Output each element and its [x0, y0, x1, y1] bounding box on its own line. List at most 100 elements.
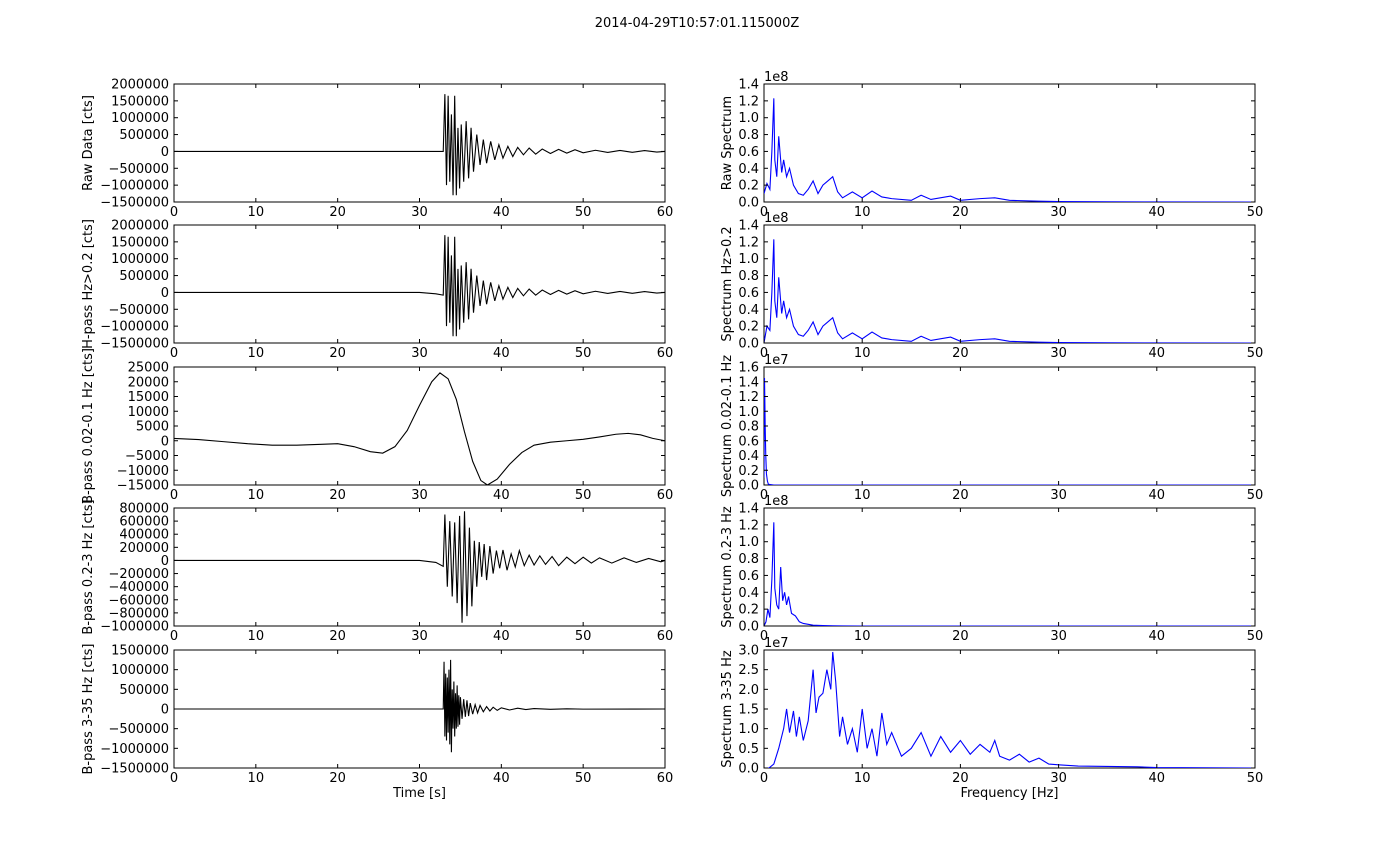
- y-tick-label: 0.8: [738, 128, 759, 143]
- x-tick-label: 30: [1050, 629, 1067, 644]
- y-tick-label: −600000: [108, 593, 169, 608]
- y-tick-label: 0.8: [738, 269, 759, 284]
- y-tick-label: 0.0: [738, 620, 759, 635]
- y-tick-label: 1.0: [738, 405, 759, 420]
- axes-layer: 0 10 20 30 40 50 60−1500000−1000000−5000000500…: [81, 70, 1263, 801]
- axes-frame: [763, 224, 1256, 344]
- y-tick-label: 0.0: [738, 196, 759, 211]
- x-tick-label: 50: [1247, 346, 1264, 361]
- y-tick-label: −1000000: [100, 320, 169, 335]
- x-axis-label: Frequency [Hz]: [960, 786, 1058, 801]
- y-tick-label: 1.2: [738, 518, 759, 533]
- y-tick-label: 2.0: [738, 683, 759, 698]
- y-tick-label: 1.0: [738, 535, 759, 550]
- x-tick-label: 40: [493, 205, 510, 220]
- y-axis-label: B-pass 3-35 Hz [cts]: [81, 643, 96, 774]
- axes-frame: [173, 83, 666, 203]
- x-tick-label: 50: [1247, 205, 1264, 220]
- series-line: [174, 372, 665, 485]
- x-tick-label: 40: [493, 771, 510, 786]
- y-tick-label: 1.4: [738, 502, 759, 517]
- x-tick-label: 40: [1149, 629, 1166, 644]
- x-tick-label: 20: [952, 205, 969, 220]
- y-tick-label: 600000: [119, 515, 169, 530]
- y-tick-label: −500000: [108, 722, 169, 737]
- y-tick-label: 1000000: [111, 252, 169, 267]
- y-tick-label: 0.6: [738, 286, 759, 301]
- y-tick-label: 1.5: [738, 703, 759, 718]
- x-tick-label: 10: [854, 346, 871, 361]
- series-line: [174, 94, 665, 196]
- series-line: [764, 98, 1255, 202]
- y-tick-label: −800000: [108, 606, 169, 621]
- x-tick-label: 50: [575, 346, 592, 361]
- x-tick-label: 20: [952, 629, 969, 644]
- series-line: [764, 378, 1255, 485]
- y-tick-label: 2000000: [111, 78, 169, 93]
- y-axis-label: Spectrum 0.2-3 Hz: [720, 506, 735, 628]
- y-offset-exponent: 1e7: [764, 353, 789, 368]
- axes-frame: [763, 366, 1256, 486]
- subplot-time-3: 0 10 20 30 40 50 60 −1000000−800000−600000−4000…: [81, 499, 673, 644]
- y-tick-label: 1500000: [111, 644, 169, 659]
- y-tick-label: 1.4: [738, 78, 759, 93]
- y-axis-label: Raw Spectrum: [720, 96, 735, 190]
- y-tick-label: 0.4: [738, 162, 759, 177]
- y-tick-label: 500000: [119, 128, 169, 143]
- series-line: [764, 651, 1255, 768]
- y-tick-label: 500000: [119, 683, 169, 698]
- x-tick-label: 0: [760, 771, 768, 786]
- y-offset-exponent: 1e8: [764, 70, 789, 85]
- subplot-time-4: 0 10 20 30 40 50 60 −1500000 −1000000 −500000 0 500…: [81, 643, 673, 801]
- y-axis-label: H-pass Hz>0.2 [cts]: [81, 219, 96, 349]
- x-tick-label: 20: [329, 205, 346, 220]
- y-tick-label: 1.0: [738, 111, 759, 126]
- x-tick-label: 60: [657, 488, 674, 503]
- y-axis-label: Spectrum 0.02-0.1 Hz: [720, 355, 735, 497]
- y-tick-label: 0: [161, 703, 169, 718]
- y-tick-label: 0.0: [738, 762, 759, 777]
- y-tick-label: 0.8: [738, 420, 759, 435]
- y-tick-label: 0.8: [738, 552, 759, 567]
- x-tick-label: 20: [329, 629, 346, 644]
- y-tick-label: −400000: [108, 580, 169, 595]
- x-tick-label: 30: [1050, 771, 1067, 786]
- axes-frame: [763, 83, 1256, 203]
- y-tick-label: −5000: [125, 449, 169, 464]
- x-tick-label: 0: [170, 205, 178, 220]
- y-tick-label: 20000: [128, 375, 169, 390]
- series-line: [174, 511, 665, 623]
- x-tick-label: 10: [248, 346, 265, 361]
- y-tick-label: 1.2: [738, 235, 759, 250]
- y-tick-label: 800000: [119, 502, 169, 517]
- y-tick-label: −500000: [108, 162, 169, 177]
- x-tick-label: 30: [411, 488, 428, 503]
- subplot-freq-4: 0 10 20 30 40 50 0.0 0.5 1.0 1.5 2.0 2.5 3.0 1e7 Spect…: [720, 636, 1263, 801]
- x-tick-label: 30: [411, 629, 428, 644]
- y-tick-label: 0: [161, 554, 169, 569]
- y-tick-label: 10000: [128, 405, 169, 420]
- y-tick-label: 1.4: [738, 219, 759, 234]
- y-tick-label: 0.2: [738, 179, 759, 194]
- y-tick-label: −500000: [108, 303, 169, 318]
- y-axis-label: Raw Data [cts]: [81, 95, 96, 191]
- x-tick-label: 50: [1247, 629, 1264, 644]
- y-offset-exponent: 1e8: [764, 494, 789, 509]
- x-tick-label: 20: [952, 346, 969, 361]
- x-tick-label: 0: [170, 346, 178, 361]
- axes-frame: [173, 366, 666, 486]
- x-tick-label: 30: [411, 346, 428, 361]
- x-tick-label: 0: [760, 205, 768, 220]
- x-tick-label: 10: [248, 488, 265, 503]
- x-tick-label: 40: [1149, 205, 1166, 220]
- y-tick-label: −1500000: [100, 762, 169, 777]
- y-tick-label: 200000: [119, 541, 169, 556]
- y-tick-label: 3.0: [738, 644, 759, 659]
- series-line: [764, 522, 1255, 626]
- x-tick-label: 50: [575, 488, 592, 503]
- x-tick-label: 50: [1247, 488, 1264, 503]
- y-tick-label: 0: [161, 286, 169, 301]
- y-tick-label: 0.4: [738, 586, 759, 601]
- y-tick-label: −15000: [117, 479, 169, 494]
